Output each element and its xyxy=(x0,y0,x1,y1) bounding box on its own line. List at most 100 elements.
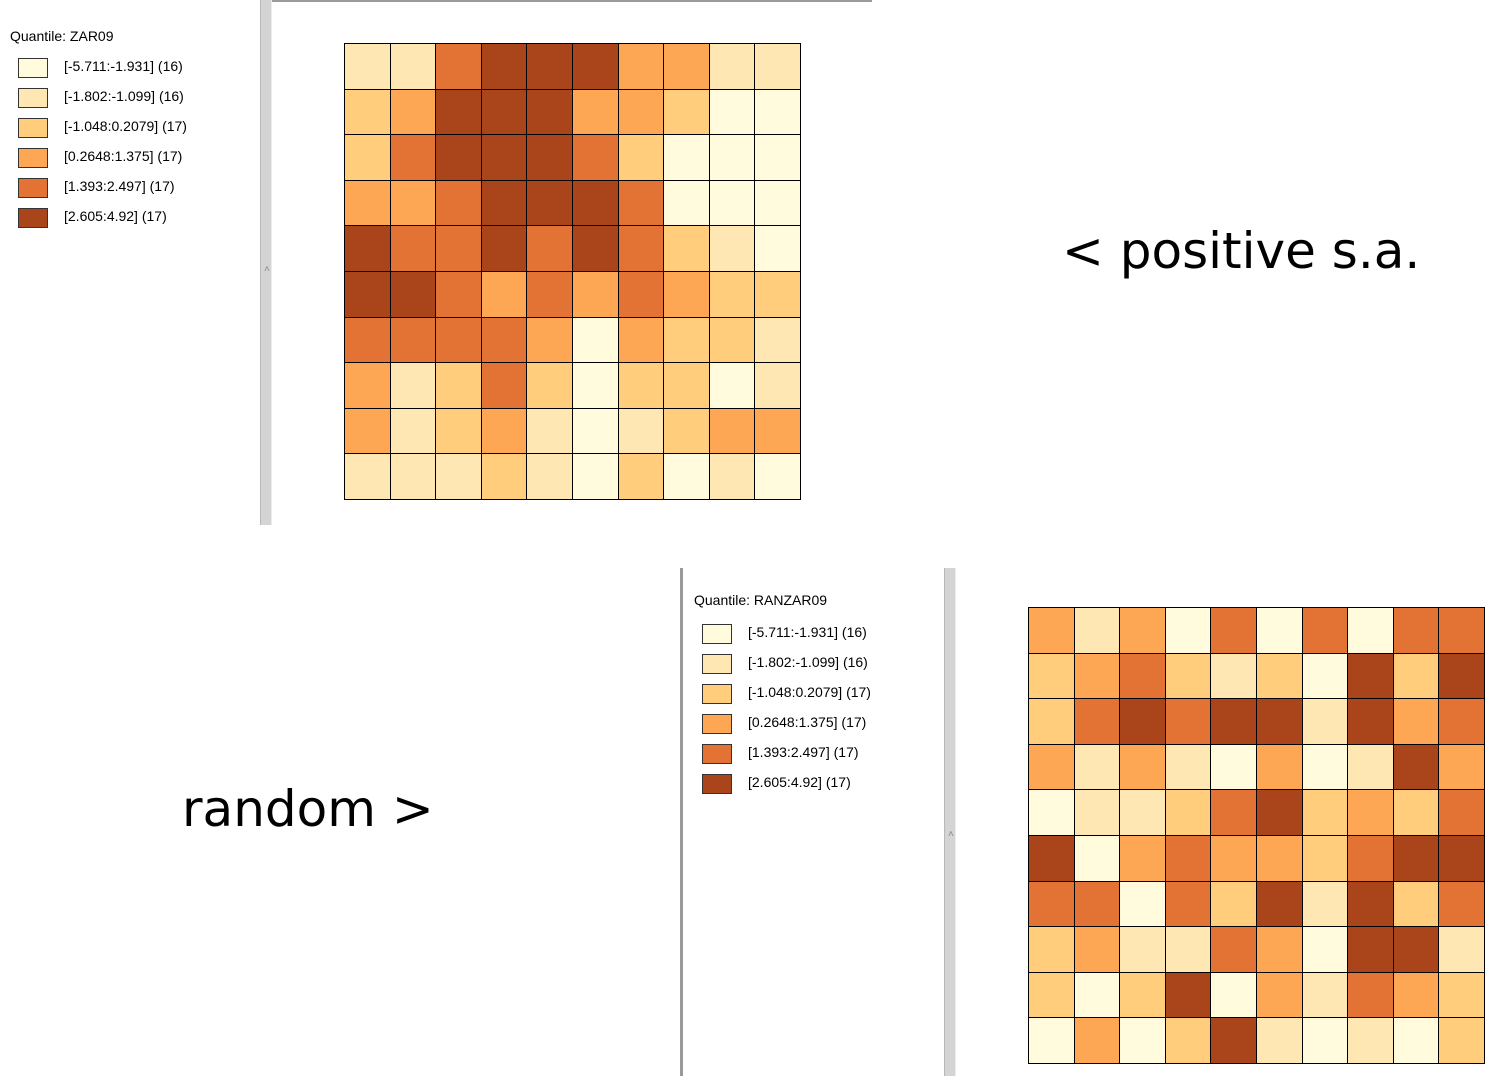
map-cell[interactable] xyxy=(755,317,800,363)
map-cell[interactable] xyxy=(345,317,390,363)
map-cell[interactable] xyxy=(1348,699,1393,744)
map-cell[interactable] xyxy=(1256,790,1302,835)
map-cell[interactable] xyxy=(1302,1018,1348,1063)
map-cell[interactable] xyxy=(618,226,664,271)
map-cell[interactable] xyxy=(1165,744,1211,790)
map-cell[interactable] xyxy=(664,454,709,499)
map-cell[interactable] xyxy=(1211,881,1256,927)
map-cell[interactable] xyxy=(481,44,527,89)
map-cell[interactable] xyxy=(572,89,618,135)
map-cell[interactable] xyxy=(481,454,527,499)
map-cell[interactable] xyxy=(345,135,390,180)
map-cell[interactable] xyxy=(436,363,481,408)
map-cell[interactable] xyxy=(664,317,709,363)
map-cell[interactable] xyxy=(709,408,755,454)
map-cell[interactable] xyxy=(1074,744,1120,790)
map-cell[interactable] xyxy=(481,317,527,363)
map-cell[interactable] xyxy=(618,180,664,226)
map-cell[interactable] xyxy=(436,454,481,499)
map-cell[interactable] xyxy=(1348,835,1393,881)
map-cell[interactable] xyxy=(1029,790,1074,835)
map-cell[interactable] xyxy=(527,89,572,135)
map-cell[interactable] xyxy=(1029,608,1074,653)
map-cell[interactable] xyxy=(709,89,755,135)
map-cell[interactable] xyxy=(1120,744,1165,790)
map-cell[interactable] xyxy=(572,408,618,454)
map-cell[interactable] xyxy=(572,226,618,271)
map-cell[interactable] xyxy=(527,44,572,89)
map-cell[interactable] xyxy=(345,89,390,135)
map-cell[interactable] xyxy=(1165,1018,1211,1063)
map-cell[interactable] xyxy=(1439,881,1484,927)
map-cell[interactable] xyxy=(390,226,436,271)
map-cell[interactable] xyxy=(755,44,800,89)
map-cell[interactable] xyxy=(436,317,481,363)
map-cell[interactable] xyxy=(572,135,618,180)
map-cell[interactable] xyxy=(1120,608,1165,653)
map-cell[interactable] xyxy=(618,135,664,180)
map-cell[interactable] xyxy=(1074,653,1120,699)
map-cell[interactable] xyxy=(1029,835,1074,881)
map-cell[interactable] xyxy=(345,363,390,408)
map-cell[interactable] xyxy=(1211,835,1256,881)
map-cell[interactable] xyxy=(1256,881,1302,927)
bottom-legend-splitter[interactable]: ˄ xyxy=(944,568,956,1076)
map-cell[interactable] xyxy=(618,271,664,317)
map-cell[interactable] xyxy=(1029,653,1074,699)
map-cell[interactable] xyxy=(1256,744,1302,790)
map-cell[interactable] xyxy=(1165,927,1211,972)
map-cell[interactable] xyxy=(1348,744,1393,790)
map-cell[interactable] xyxy=(1348,1018,1393,1063)
map-cell[interactable] xyxy=(664,89,709,135)
map-cell[interactable] xyxy=(709,363,755,408)
map-cell[interactable] xyxy=(1348,927,1393,972)
map-cell[interactable] xyxy=(1120,927,1165,972)
map-cell[interactable] xyxy=(618,363,664,408)
map-cell[interactable] xyxy=(1302,881,1348,927)
map-cell[interactable] xyxy=(664,135,709,180)
map-cell[interactable] xyxy=(1120,790,1165,835)
map-cell[interactable] xyxy=(1211,1018,1256,1063)
map-cell[interactable] xyxy=(1120,1018,1165,1063)
map-cell[interactable] xyxy=(1439,835,1484,881)
map-cell[interactable] xyxy=(618,317,664,363)
map-cell[interactable] xyxy=(390,44,436,89)
map-cell[interactable] xyxy=(345,408,390,454)
map-cell[interactable] xyxy=(1348,790,1393,835)
map-cell[interactable] xyxy=(1029,881,1074,927)
map-cell[interactable] xyxy=(1302,972,1348,1018)
map-cell[interactable] xyxy=(1120,881,1165,927)
map-cell[interactable] xyxy=(390,363,436,408)
map-cell[interactable] xyxy=(1302,699,1348,744)
map-cell[interactable] xyxy=(572,180,618,226)
map-cell[interactable] xyxy=(1165,790,1211,835)
map-cell[interactable] xyxy=(345,454,390,499)
map-cell[interactable] xyxy=(755,89,800,135)
map-cell[interactable] xyxy=(1029,744,1074,790)
map-cell[interactable] xyxy=(1029,1018,1074,1063)
map-cell[interactable] xyxy=(436,226,481,271)
map-cell[interactable] xyxy=(1256,927,1302,972)
map-cell[interactable] xyxy=(345,271,390,317)
map-cell[interactable] xyxy=(1302,927,1348,972)
map-cell[interactable] xyxy=(618,89,664,135)
map-cell[interactable] xyxy=(481,180,527,226)
map-cell[interactable] xyxy=(1120,972,1165,1018)
map-cell[interactable] xyxy=(1393,972,1439,1018)
map-cell[interactable] xyxy=(436,180,481,226)
map-cell[interactable] xyxy=(1439,927,1484,972)
map-cell[interactable] xyxy=(436,135,481,180)
map-cell[interactable] xyxy=(390,89,436,135)
map-cell[interactable] xyxy=(481,226,527,271)
map-cell[interactable] xyxy=(527,408,572,454)
map-cell[interactable] xyxy=(1348,972,1393,1018)
map-cell[interactable] xyxy=(1393,608,1439,653)
map-cell[interactable] xyxy=(1348,653,1393,699)
map-cell[interactable] xyxy=(1211,927,1256,972)
map-cell[interactable] xyxy=(1393,653,1439,699)
map-cell[interactable] xyxy=(1393,881,1439,927)
map-cell[interactable] xyxy=(1439,790,1484,835)
map-cell[interactable] xyxy=(390,454,436,499)
map-cell[interactable] xyxy=(1393,699,1439,744)
map-cell[interactable] xyxy=(1211,744,1256,790)
